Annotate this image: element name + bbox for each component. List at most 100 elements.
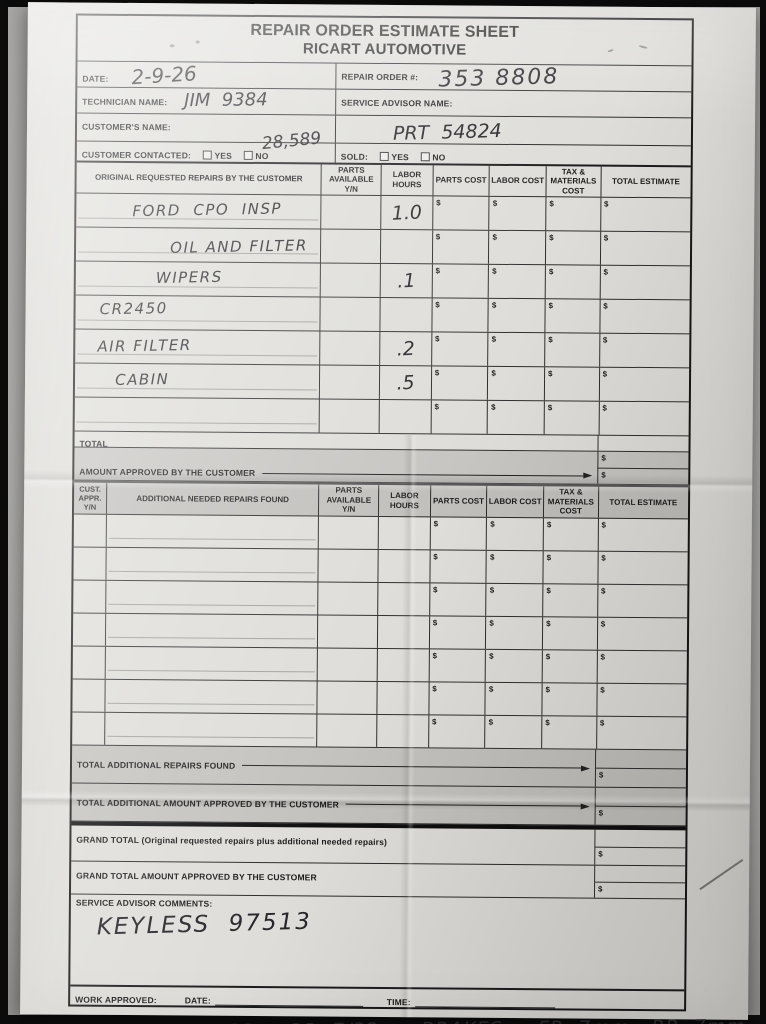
- handwritten-labor-hours: [380, 297, 431, 307]
- dollar-sign: $: [434, 368, 440, 378]
- form-title-block: REPAIR ORDER ESTIMATE SHEET RICART AUTOM…: [78, 16, 692, 66]
- parts-available-cell: [317, 648, 377, 681]
- parts-cost-cell: $: [430, 400, 488, 434]
- additional-repair-row: $ $ $ $: [73, 580, 688, 619]
- total-estimate-cell: $: [598, 401, 689, 436]
- repair-description-cell: CABIN: [75, 364, 320, 399]
- total-estimate-cell: $: [598, 367, 690, 402]
- sold-label: SOLD:: [340, 151, 369, 162]
- column-header: LABOR HOURS: [380, 164, 433, 196]
- total-estimate-cell: $: [599, 197, 691, 232]
- column-header: LABOR COST: [488, 165, 546, 197]
- dollar-sign: $: [488, 684, 494, 694]
- contacted-no-checkbox: [243, 150, 253, 160]
- dollar-sign: $: [491, 300, 497, 310]
- tax-materials-cost-cell: $: [541, 716, 597, 749]
- tax-materials-cost-cell: $: [544, 333, 599, 367]
- dollar-sign: $: [547, 403, 553, 413]
- technician-label: TECHNICIAN NAME:: [82, 96, 168, 108]
- additional-repair-row: $ $ $ $: [72, 712, 687, 751]
- customer-approval-cell: [73, 548, 105, 580]
- column-header: ADDITIONAL NEEDED REPAIRS FOUND: [105, 482, 319, 516]
- original-repair-row: WIPERS .1 $ $ $ $: [75, 261, 690, 301]
- dollar-sign: $: [603, 199, 609, 209]
- parts-cost-cell: $: [429, 517, 487, 550]
- total-estimate-cell: $: [596, 650, 687, 684]
- dollar-sign: $: [431, 717, 437, 727]
- date-label: DATE:: [184, 994, 211, 1006]
- labor-cost-cell: $: [485, 550, 543, 584]
- repair-order-form: REPAIR ORDER ESTIMATE SHEET RICART AUTOM…: [68, 13, 746, 1024]
- grand-total-approved-dollar-cell: $: [593, 865, 686, 899]
- dollar-sign: $: [491, 402, 496, 412]
- total-estimate-cell: $: [596, 617, 688, 651]
- sold-no-checkbox: [420, 152, 430, 162]
- tax-materials-cost-cell: $: [544, 299, 600, 333]
- original-repair-row: CABIN .5 $ $ $ $: [74, 363, 690, 403]
- total-estimate-cell: $: [599, 231, 691, 266]
- total-dollar-cell: $: [597, 451, 689, 469]
- total-estimate-cell: $: [599, 265, 690, 300]
- handwritten-comment-keyless: KEYLESS 97513: [96, 908, 313, 941]
- grand-total-label: GRAND TOTAL (Original requested repairs …: [76, 834, 388, 848]
- dollar-sign: $: [546, 619, 551, 629]
- handwritten-repair-description: AIR FILTER: [97, 335, 192, 356]
- parts-available-cell: [320, 195, 381, 229]
- additional-repairs-table-header: CUST. APPR. Y/N ADDITIONAL NEEDED REPAIR…: [73, 480, 689, 520]
- labor-hours-cell: [378, 399, 431, 434]
- labor-cost-cell: $: [484, 649, 542, 683]
- tax-materials-cost-cell: $: [543, 367, 599, 401]
- date-signature-line: [214, 994, 363, 1007]
- parts-cost-cell: $: [429, 550, 487, 583]
- dollar-sign: $: [599, 718, 605, 728]
- dollar-sign: $: [433, 519, 439, 529]
- parts-available-cell: [320, 229, 381, 263]
- dollar-sign: $: [600, 652, 605, 662]
- stray-pen-mark: [699, 859, 743, 890]
- labor-hours-cell: [377, 582, 430, 616]
- labor-hours-cell: 1.0: [380, 195, 433, 230]
- tax-materials-cost-cell: $: [541, 650, 597, 683]
- parts-available-cell: [320, 263, 380, 297]
- parts-available-cell: [316, 714, 377, 747]
- dollar-sign: $: [598, 849, 603, 859]
- dollar-sign: $: [598, 770, 604, 780]
- column-header: PARTS COST: [429, 485, 487, 517]
- labor-cost-cell: $: [487, 366, 545, 401]
- dollar-sign: $: [601, 520, 606, 530]
- parts-cost-cell: $: [431, 264, 489, 298]
- service-advisor-label: SERVICE ADVISOR NAME:: [341, 97, 453, 109]
- dollar-sign: $: [601, 553, 606, 563]
- dollar-sign: $: [603, 267, 608, 277]
- dollar-sign: $: [490, 519, 495, 529]
- tax-materials-cost-cell: $: [544, 231, 600, 265]
- parts-cost-cell: $: [428, 682, 485, 715]
- additional-repair-row: $ $ $ $: [73, 547, 688, 586]
- column-header: PARTS AVAILABLE Y/N: [320, 164, 381, 195]
- dollar-sign: $: [492, 232, 497, 242]
- total-estimate-cell: $: [599, 299, 690, 334]
- repair-description-cell: FORD CPO INSP: [76, 194, 321, 229]
- column-header: PARTS AVAILABLE Y/N: [318, 484, 379, 516]
- parts-available-cell: [317, 549, 378, 582]
- handwritten-repair-description: CABIN: [114, 370, 170, 390]
- handwritten-technician-name: JIM 9384: [183, 89, 268, 112]
- total-estimate-cell: $: [597, 518, 688, 552]
- repair-description-cell: CR2450: [75, 296, 320, 331]
- additional-repair-row: $ $ $ $: [72, 613, 688, 652]
- dollar-sign: $: [492, 198, 498, 208]
- parts-cost-cell: $: [431, 230, 489, 264]
- date-label: DATE:: [82, 73, 109, 84]
- parts-cost-cell: $: [430, 332, 488, 366]
- labor-cost-cell: $: [485, 583, 543, 617]
- labor-cost-cell: $: [487, 332, 545, 367]
- labor-cost-cell: $: [484, 715, 542, 749]
- dollar-sign: $: [435, 300, 440, 310]
- additional-repair-row: $ $ $ $: [73, 514, 688, 553]
- customer-approval-cell: [73, 581, 105, 613]
- total-additional-approved-dollar-cell: $: [594, 787, 686, 826]
- repair-description-cell: AIR FILTER: [75, 330, 320, 365]
- original-repair-row: $ $ $ $: [74, 397, 689, 437]
- handwritten-labor-hours: 1.0: [391, 201, 423, 225]
- parts-available-cell: [319, 331, 380, 365]
